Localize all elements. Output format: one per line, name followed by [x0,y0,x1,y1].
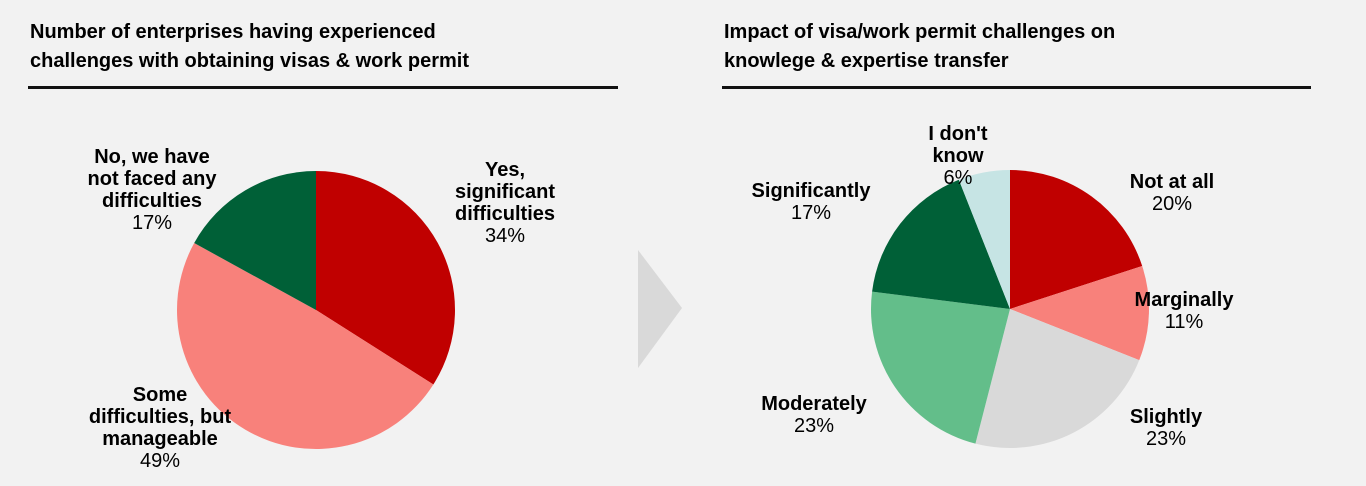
chevron-right-arrow-icon [638,250,682,368]
chart-1-title-line-1: Number of enterprises having experienced [30,21,436,43]
chart-2-title-line-1: Impact of visa/work permit challenges on [724,21,1116,43]
chart-1-title-rule [28,86,618,89]
chart-1-title: Number of enterprises having experienced… [30,18,469,76]
chart-2-slice-3 [975,309,1140,448]
chart-2-slice-3-name-line-1: Slightly [1130,406,1203,428]
chart-2-slice-1 [1010,170,1143,309]
chart-1-slice-2-name-line-1: Some [133,384,187,406]
chart-1-slice-2-value: 49% [140,450,180,472]
chart-2-slice-5-name-line-1: Significantly [752,180,872,202]
chart-2-slice-1-value: 20% [1152,193,1192,215]
chart-1-slice-1 [316,171,455,385]
chart-2-slice-6-label: I don't know 6% [928,123,988,189]
chart-1-slice-3-label: No, we have not faced any difficulties 17% [88,146,218,234]
slice-labels: Yes, significant difficulties 34%Some diffic… [88,123,1235,472]
chart-1-slice-2-name-line-3: manageable [102,428,218,450]
chart-1-slice-3 [194,171,316,310]
chart-1-slice-3-name-line-2: not faced any [88,168,218,190]
chart-2-slice-2-label: Marginally 11% [1135,289,1235,333]
chart-2-slice-4 [871,291,1010,444]
chart-2-slice-6-name-line-1: I don't [928,123,988,145]
pie-chart-1 [177,171,455,449]
pie-chart-2 [871,170,1150,448]
chart-2-slice-6 [958,170,1010,309]
chart-1-slice-1-name-line-3: difficulties [455,203,555,225]
chart-1-slice-3-name-line-1: No, we have [94,146,210,168]
chart-1-slice-2-name-line-2: difficulties, but [89,406,232,428]
chart-2-slice-2-value: 11% [1165,311,1204,333]
chart-2-title-rule [722,86,1311,89]
chart-2-slice-5 [872,179,1010,309]
chart-2-slice-4-name-line-1: Moderately [761,393,867,415]
chart-1-slice-1-label: Yes, significant difficulties 34% [455,159,555,247]
chart-1-slice-2-label: Some difficulties, but manageable 49% [89,384,232,472]
chart-2-slice-1-name-line-1: Not at all [1130,171,1214,193]
chart-2-slice-3-label: Slightly 23% [1130,406,1203,450]
chart-2-title-line-2: knowlege & expertise transfer [724,50,1009,72]
chart-2-slice-6-name-line-2: know [932,145,984,167]
chart-2-title: Impact of visa/work permit challenges on… [724,18,1115,76]
chart-1-slice-1-name-line-1: Yes, [485,159,525,181]
chart-1-slice-1-name-line-2: significant [455,181,555,203]
chart-2-slice-4-label: Moderately 23% [761,393,867,437]
chart-1-slice-3-value: 17% [132,212,172,234]
chart-1-slice-3-name-line-3: difficulties [102,190,202,212]
chart-2-slice-2 [1010,266,1150,361]
chart-2-slice-6-value: 6% [944,167,973,189]
chart-1-title-line-2: challenges with obtaining visas & work p… [30,50,469,72]
chart-2-slice-5-label: Significantly 17% [752,180,872,224]
chart-2-slice-1-label: Not at all 20% [1130,171,1214,215]
chart-1-slice-2 [177,243,434,449]
chart-2-slice-4-value: 23% [794,415,834,437]
chart-2-slice-3-value: 23% [1146,428,1186,450]
chart-1-slice-1-value: 34% [485,225,525,247]
chart-2-slice-5-value: 17% [791,202,831,224]
chart-2-slice-2-name-line-1: Marginally [1135,289,1235,311]
